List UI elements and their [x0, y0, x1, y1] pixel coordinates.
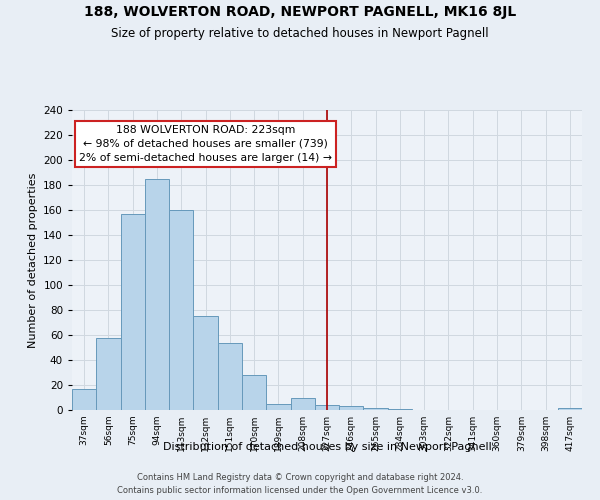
- Bar: [218, 342, 242, 410]
- Text: 188, WOLVERTON ROAD, NEWPORT PAGNELL, MK16 8JL: 188, WOLVERTON ROAD, NEWPORT PAGNELL, MK…: [84, 5, 516, 19]
- Bar: [145, 179, 169, 410]
- Bar: [96, 338, 121, 410]
- Y-axis label: Number of detached properties: Number of detached properties: [28, 172, 38, 348]
- Text: Distribution of detached houses by size in Newport Pagnell: Distribution of detached houses by size …: [163, 442, 491, 452]
- Text: 188 WOLVERTON ROAD: 223sqm
← 98% of detached houses are smaller (739)
2% of semi: 188 WOLVERTON ROAD: 223sqm ← 98% of deta…: [79, 125, 332, 163]
- Text: Size of property relative to detached houses in Newport Pagnell: Size of property relative to detached ho…: [111, 28, 489, 40]
- Bar: [266, 404, 290, 410]
- Bar: [242, 375, 266, 410]
- Bar: [72, 389, 96, 410]
- Bar: [315, 405, 339, 410]
- Bar: [169, 210, 193, 410]
- Text: Contains public sector information licensed under the Open Government Licence v3: Contains public sector information licen…: [118, 486, 482, 495]
- Bar: [388, 409, 412, 410]
- Bar: [290, 398, 315, 410]
- Bar: [364, 408, 388, 410]
- Bar: [121, 214, 145, 410]
- Text: Contains HM Land Registry data © Crown copyright and database right 2024.: Contains HM Land Registry data © Crown c…: [137, 472, 463, 482]
- Bar: [558, 408, 582, 410]
- Bar: [193, 316, 218, 410]
- Bar: [339, 406, 364, 410]
